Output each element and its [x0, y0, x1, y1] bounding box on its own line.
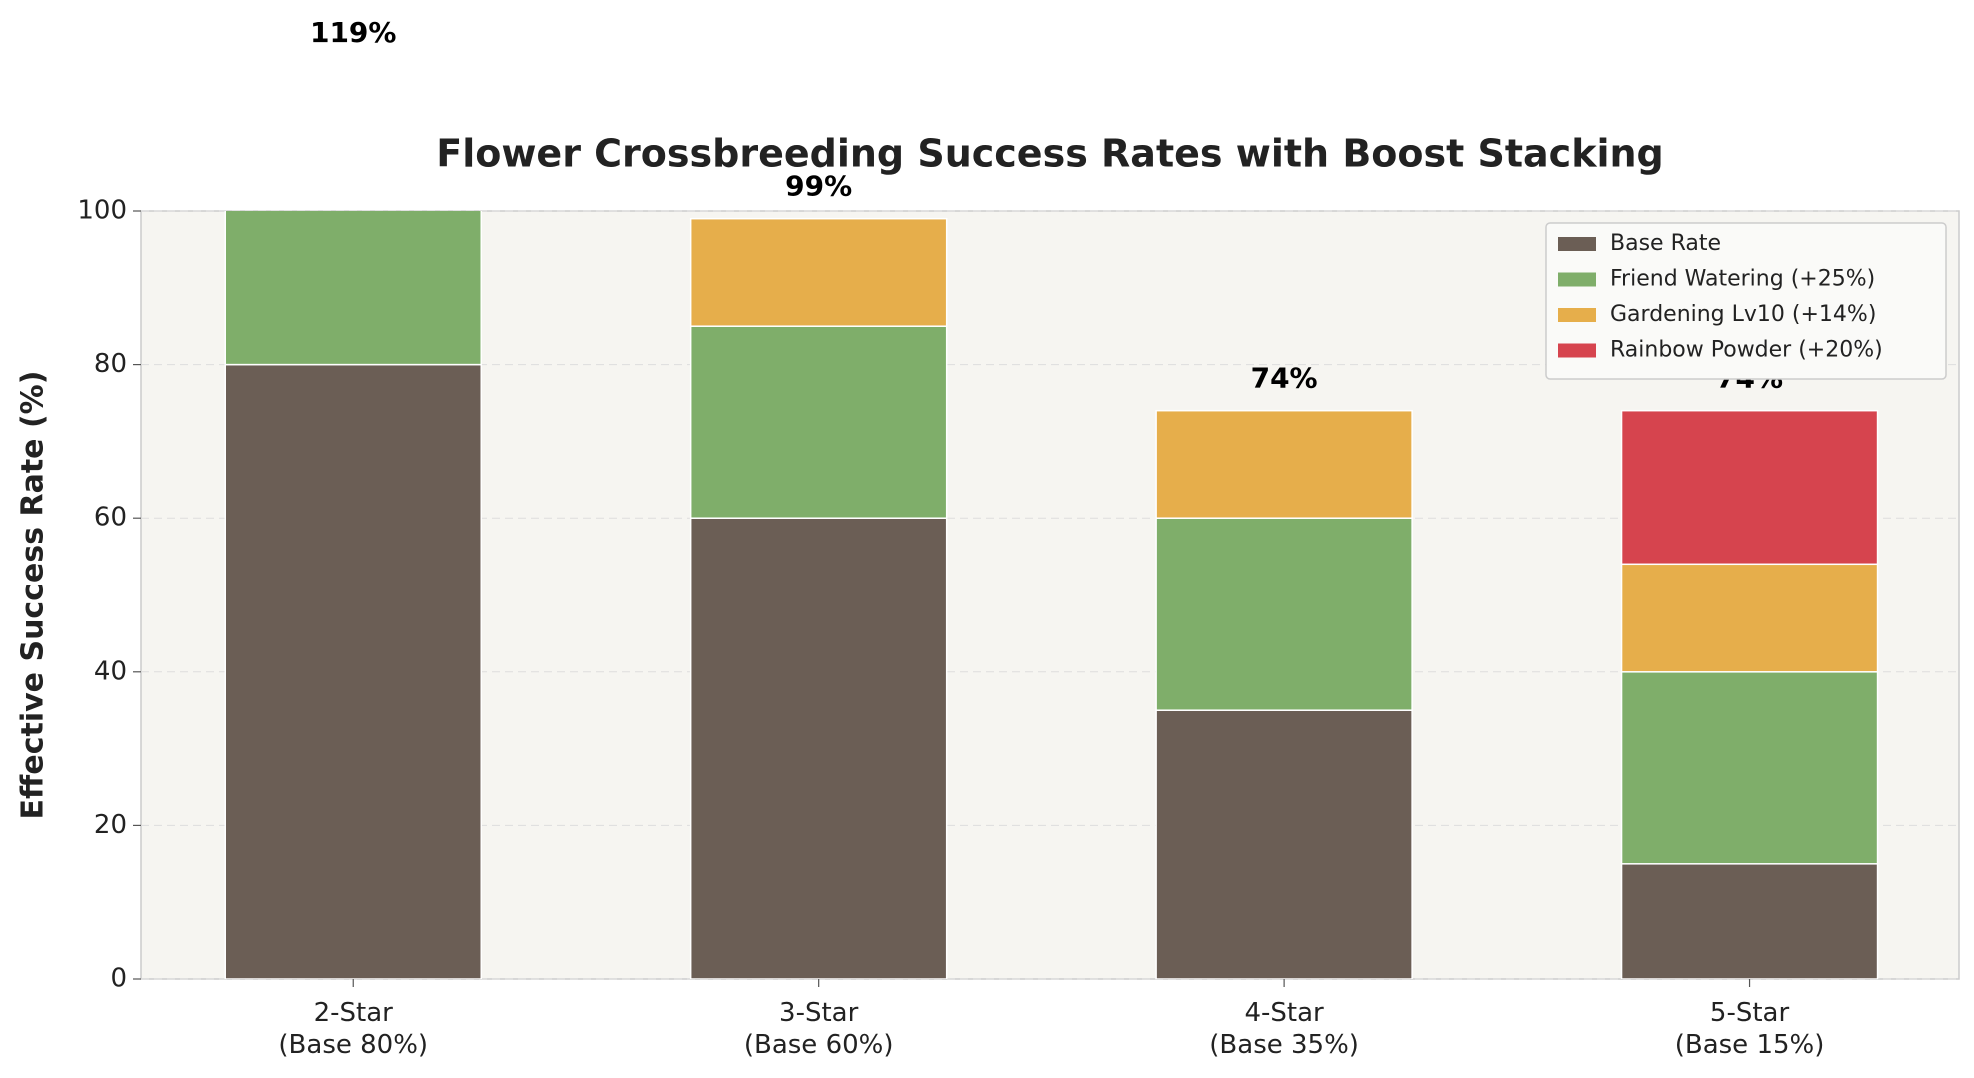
legend-label: Friend Watering (+25%) [1610, 267, 1875, 292]
bar-segment [1155, 409, 1413, 519]
y-tick-label: 20 [94, 810, 127, 840]
y-axis-label: Effective Success Rate (%) [16, 371, 51, 820]
y-tick-label: 100 [77, 196, 127, 226]
bar-segment [224, 211, 482, 366]
y-tick-label: 0 [110, 964, 127, 994]
y-tick-label: 40 [94, 656, 127, 686]
legend-label: Rainbow Powder (+20%) [1610, 338, 1883, 363]
bar-segment [689, 325, 948, 519]
legend-box [1545, 222, 1947, 380]
x-tick-label: 2-Star (Base 80%) [278, 998, 428, 1060]
bar-segment [689, 217, 948, 327]
x-tick-label: 3-Star (Base 60%) [744, 998, 894, 1060]
y-tick-label: 80 [94, 349, 127, 379]
bar-segment [1155, 517, 1413, 711]
bar-segment [1620, 563, 1879, 673]
bar-segment [689, 517, 948, 979]
x-tick-label: 5-Star (Base 15%) [1675, 998, 1825, 1060]
total-label: 99% [785, 170, 852, 203]
bar-segment [1155, 709, 1413, 979]
x-tick-label: 4-Star (Base 35%) [1209, 998, 1359, 1060]
bar-segment [224, 363, 482, 979]
legend-label: Base Rate [1610, 231, 1721, 256]
total-label: 74% [1251, 362, 1318, 395]
legend-swatch [1558, 308, 1596, 322]
bar-segment [1620, 863, 1879, 979]
legend-label: Gardening Lv10 (+14%) [1610, 302, 1876, 327]
legend-swatch [1558, 237, 1596, 251]
legend-swatch [1558, 272, 1596, 287]
bar-segment [1620, 671, 1879, 865]
legend-swatch [1558, 343, 1596, 358]
total-label: 119% [310, 16, 397, 49]
chart-title: Flower Crossbreeding Success Rates with … [436, 132, 1664, 176]
y-tick-label: 60 [94, 503, 127, 533]
bar-segment [1620, 409, 1879, 566]
